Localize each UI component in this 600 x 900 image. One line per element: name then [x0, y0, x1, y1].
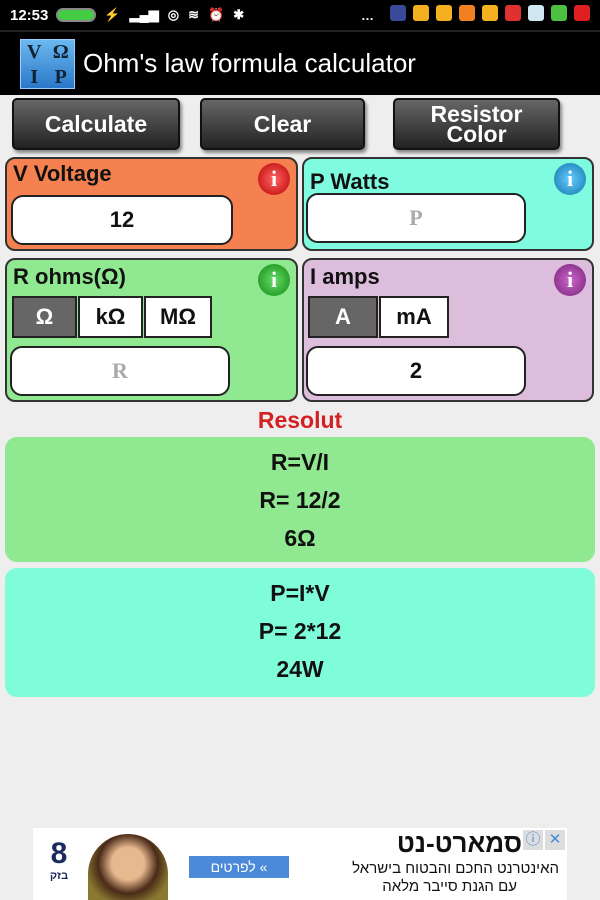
clear-button[interactable]: Clear	[200, 98, 365, 150]
ad-line1: האינטרנט החכם והבטוח בישראל	[352, 860, 559, 877]
status-bar: 12:53 ⚡ ▂▄▆ ◎ ≋ ⏰ ✱ …	[0, 0, 600, 30]
notification-icon	[459, 5, 475, 21]
logo-letter: P	[54, 65, 67, 88]
amps-input[interactable]: 2	[306, 346, 526, 396]
ad-headline: סמארט-נט	[396, 828, 522, 858]
ohms-panel: R ohms(Ω) i Ω kΩ MΩ R	[5, 258, 298, 402]
power-formula: P=I*V	[270, 580, 330, 606]
app-title: Ohm's law formula calculator	[83, 48, 416, 78]
amps-label: I amps	[310, 264, 380, 289]
unit-mohm-button[interactable]: MΩ	[144, 296, 212, 338]
voltage-panel: V Voltage i 12	[5, 157, 298, 251]
logo-letter: I	[30, 65, 39, 88]
notification-icons	[383, 5, 590, 25]
sync-icon: ◎	[167, 7, 180, 22]
notification-icon	[528, 5, 544, 21]
unit-kohm-button[interactable]: kΩ	[78, 296, 143, 338]
resistance-answer: 6Ω	[284, 525, 316, 551]
power-substitution: P= 2*12	[258, 618, 342, 644]
ad-cta-button[interactable]: לפרטים «	[189, 856, 289, 878]
ad-line2: עם הגנת סייבר מלאה	[382, 878, 517, 895]
ohms-input[interactable]: R	[10, 346, 230, 396]
unit-milliamp-button[interactable]: mA	[379, 296, 449, 338]
ad-brand: בזק	[49, 870, 69, 882]
app-bar: V Ω I P Ohm's law formula calculator	[0, 30, 600, 95]
ad-image	[88, 834, 168, 900]
result-heading: Resolut	[257, 407, 343, 433]
info-icon[interactable]: i	[554, 264, 586, 296]
unit-ohm-button[interactable]: Ω	[12, 296, 77, 338]
battery-icon	[56, 8, 97, 22]
app-logo: V Ω I P	[20, 38, 75, 89]
bezeq-logo: 8 בזק	[41, 838, 77, 883]
power-result: P=I*V P= 2*12 24W	[5, 568, 595, 697]
notification-icon	[505, 5, 521, 21]
ad-close-icon[interactable]: ✕	[545, 830, 565, 850]
resistor-color-button[interactable]: Resistor Color	[393, 98, 560, 150]
notification-icon	[413, 5, 429, 21]
notification-icon	[482, 5, 498, 21]
charging-icon: ⚡	[104, 7, 121, 22]
ad-banner[interactable]: 8 בזק לפרטים « סמארט-נט האינטרנט החכם וה…	[33, 828, 567, 900]
notification-icon	[390, 5, 406, 21]
power-answer: 24W	[276, 656, 324, 682]
more-notifications-icon: …	[361, 7, 374, 23]
notification-icon	[436, 5, 452, 21]
wifi-icon: ≋	[188, 7, 200, 22]
voltage-label: V Voltage	[13, 161, 112, 186]
ohms-label: R ohms(Ω)	[13, 264, 126, 289]
voltage-input[interactable]: 12	[11, 195, 233, 245]
logo-letter: V	[27, 40, 42, 63]
resistance-formula: R=V/I	[270, 449, 330, 475]
signal-icon: ▂▄▆	[129, 7, 159, 22]
amps-panel: I amps i A mA 2	[302, 258, 594, 402]
calculate-button[interactable]: Calculate	[12, 98, 180, 150]
resistance-result: R=V/I R= 12/2 6Ω	[5, 437, 595, 562]
bluetooth-icon: ✱	[233, 7, 245, 22]
ad-info-icon[interactable]: ⓘ	[523, 830, 543, 850]
info-icon[interactable]: i	[258, 163, 290, 195]
resistance-substitution: R= 12/2	[259, 487, 341, 513]
notification-icon	[574, 5, 590, 21]
clock: 12:53	[10, 6, 49, 24]
unit-amp-button[interactable]: A	[308, 296, 378, 338]
notification-icon	[551, 5, 567, 21]
watts-input[interactable]: P	[306, 193, 526, 243]
alarm-icon: ⏰	[208, 7, 225, 22]
logo-letter: Ω	[52, 40, 69, 63]
watts-panel: P Watts i P	[302, 157, 594, 251]
watts-label: P Watts	[310, 169, 390, 194]
info-icon[interactable]: i	[554, 163, 586, 195]
info-icon[interactable]: i	[258, 264, 290, 296]
